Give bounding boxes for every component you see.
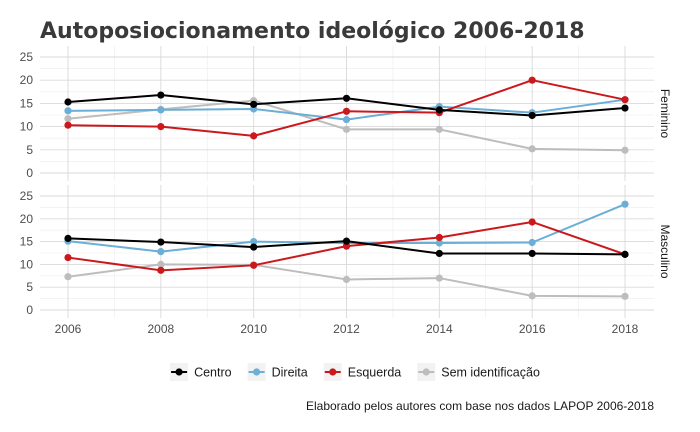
data-point <box>435 239 443 247</box>
data-point <box>64 234 72 243</box>
data-point <box>342 125 351 133</box>
y-tick-label: 15 <box>20 235 34 249</box>
data-point <box>435 125 443 133</box>
y-tick-label: 10 <box>20 120 34 134</box>
data-point <box>528 218 536 226</box>
y-tick-label: 25 <box>20 189 34 203</box>
x-tick-label: 2006 <box>55 322 82 336</box>
data-point <box>250 238 258 246</box>
data-point <box>64 115 72 123</box>
legend-key-point <box>175 368 183 376</box>
legend-label: Esquerda <box>348 366 402 380</box>
x-tick-label: 2016 <box>519 322 546 336</box>
panel-feminino: 0 5 10 15 20 25 Feminino <box>20 46 672 181</box>
x-tick-label: 2018 <box>612 322 639 336</box>
data-point <box>250 261 258 269</box>
legend-item-centro: Centro <box>170 363 232 381</box>
series-esquerda <box>64 218 629 274</box>
data-point <box>342 107 351 115</box>
x-tick-label: 2008 <box>147 322 174 336</box>
y-tick-label: 20 <box>20 73 34 87</box>
legend-item-sem-identificacao: Sem identificação <box>417 363 540 381</box>
data-point <box>528 111 536 120</box>
data-point <box>157 238 165 246</box>
panel-strip-label: Masculino <box>658 224 672 278</box>
data-point <box>435 106 443 114</box>
y-tick-label: 0 <box>26 303 33 317</box>
data-point <box>157 248 165 256</box>
data-point <box>342 94 351 102</box>
data-point <box>528 145 536 153</box>
data-point <box>528 238 536 247</box>
data-point <box>157 91 165 99</box>
data-point <box>528 292 536 300</box>
chart-title: Autoposiocionamento ideológico 2006-2018 <box>40 19 585 44</box>
data-point <box>157 123 165 131</box>
x-tick-label: 2010 <box>240 322 267 336</box>
data-point <box>342 242 351 250</box>
data-point <box>621 200 629 208</box>
panel-strip-label: Feminino <box>658 89 672 139</box>
panel-masculino: 0 5 10 15 20 25 Masculino <box>20 185 672 318</box>
data-point <box>435 274 443 282</box>
data-point <box>621 292 629 300</box>
legend-key-point <box>329 368 337 376</box>
data-point <box>250 243 258 251</box>
legend-item-direita: Direita <box>247 363 308 381</box>
legend-label: Direita <box>272 366 308 380</box>
x-tick-label: 2012 <box>333 322 360 336</box>
data-point <box>528 76 536 84</box>
legend-key-point <box>422 368 430 376</box>
series-esquerda <box>64 76 629 140</box>
y-tick-label: 5 <box>26 280 33 294</box>
chart-caption: Elaborado pelos autores com base nos dad… <box>306 399 654 413</box>
legend-key-point <box>253 368 261 376</box>
data-point <box>621 104 629 112</box>
data-point <box>157 106 165 114</box>
y-tick-label: 20 <box>20 212 34 226</box>
data-point <box>64 98 72 106</box>
data-point <box>250 100 258 108</box>
data-point <box>157 266 165 274</box>
data-point <box>435 233 443 242</box>
data-point <box>342 237 351 245</box>
x-tick-label: 2014 <box>426 322 453 336</box>
chart-panels: 0 5 10 15 20 25 Feminino 0 5 10 15 20 25 Masculino 200… <box>20 46 672 336</box>
y-tick-label: 25 <box>20 50 34 64</box>
series-centro <box>64 91 629 120</box>
data-point <box>250 132 258 140</box>
data-point <box>342 275 351 284</box>
legend-label: Centro <box>194 366 232 380</box>
y-tick-label: 5 <box>26 143 33 157</box>
data-point <box>621 96 629 104</box>
data-point <box>64 121 72 129</box>
data-point <box>64 253 72 262</box>
legend: Centro Direita Esquerda Sem identificação <box>170 363 540 381</box>
data-point <box>157 260 165 268</box>
data-point <box>528 249 536 258</box>
data-point <box>435 249 443 258</box>
data-point <box>621 250 629 258</box>
x-axis: 2006 2008 2010 2012 2014 2016 2018 <box>55 322 639 336</box>
y-tick-label: 15 <box>20 96 34 110</box>
legend-label: Sem identificação <box>441 366 540 380</box>
y-tick-label: 0 <box>26 166 33 180</box>
legend-item-esquerda: Esquerda <box>323 363 402 381</box>
data-point <box>64 273 72 281</box>
series-centro <box>64 234 629 258</box>
data-point <box>64 107 72 115</box>
data-point <box>342 116 351 124</box>
y-tick-label: 10 <box>20 257 34 271</box>
data-point <box>621 146 629 154</box>
